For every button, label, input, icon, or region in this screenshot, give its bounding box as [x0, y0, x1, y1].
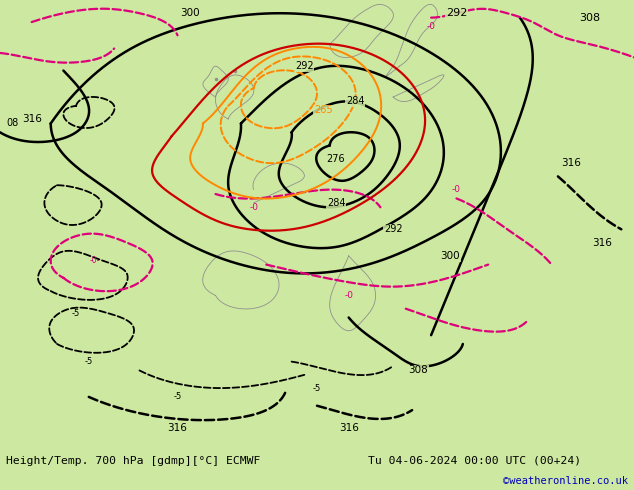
- Text: -5: -5: [313, 384, 321, 392]
- Text: 265: 265: [314, 105, 333, 115]
- Text: -5: -5: [72, 309, 81, 318]
- Text: ©weatheronline.co.uk: ©weatheronline.co.uk: [503, 476, 628, 486]
- Text: 316: 316: [339, 423, 359, 433]
- Text: 292: 292: [295, 61, 314, 71]
- Text: 308: 308: [408, 366, 429, 375]
- Text: 316: 316: [560, 158, 581, 168]
- Text: -0: -0: [452, 185, 461, 194]
- Text: -5: -5: [173, 392, 182, 401]
- Text: 276: 276: [327, 154, 346, 164]
- Text: 316: 316: [592, 238, 612, 247]
- Text: 08: 08: [6, 119, 19, 128]
- Text: 308: 308: [579, 13, 600, 23]
- Text: 316: 316: [167, 423, 188, 433]
- Text: -5: -5: [84, 357, 93, 366]
- Text: -0: -0: [249, 203, 258, 212]
- Text: 292: 292: [384, 224, 403, 234]
- Text: 284: 284: [327, 198, 346, 208]
- Text: 316: 316: [22, 114, 42, 124]
- Text: 292: 292: [446, 8, 467, 18]
- Text: 284: 284: [346, 97, 365, 106]
- Text: 300: 300: [181, 8, 200, 18]
- Text: -0: -0: [344, 291, 353, 300]
- Text: Height/Temp. 700 hPa [gdmp][°C] ECMWF: Height/Temp. 700 hPa [gdmp][°C] ECMWF: [6, 456, 261, 466]
- Text: -0: -0: [427, 22, 436, 31]
- Text: 300: 300: [441, 251, 460, 261]
- Text: Tu 04-06-2024 00:00 UTC (00+24): Tu 04-06-2024 00:00 UTC (00+24): [368, 456, 581, 466]
- Text: -0-: -0-: [90, 256, 100, 265]
